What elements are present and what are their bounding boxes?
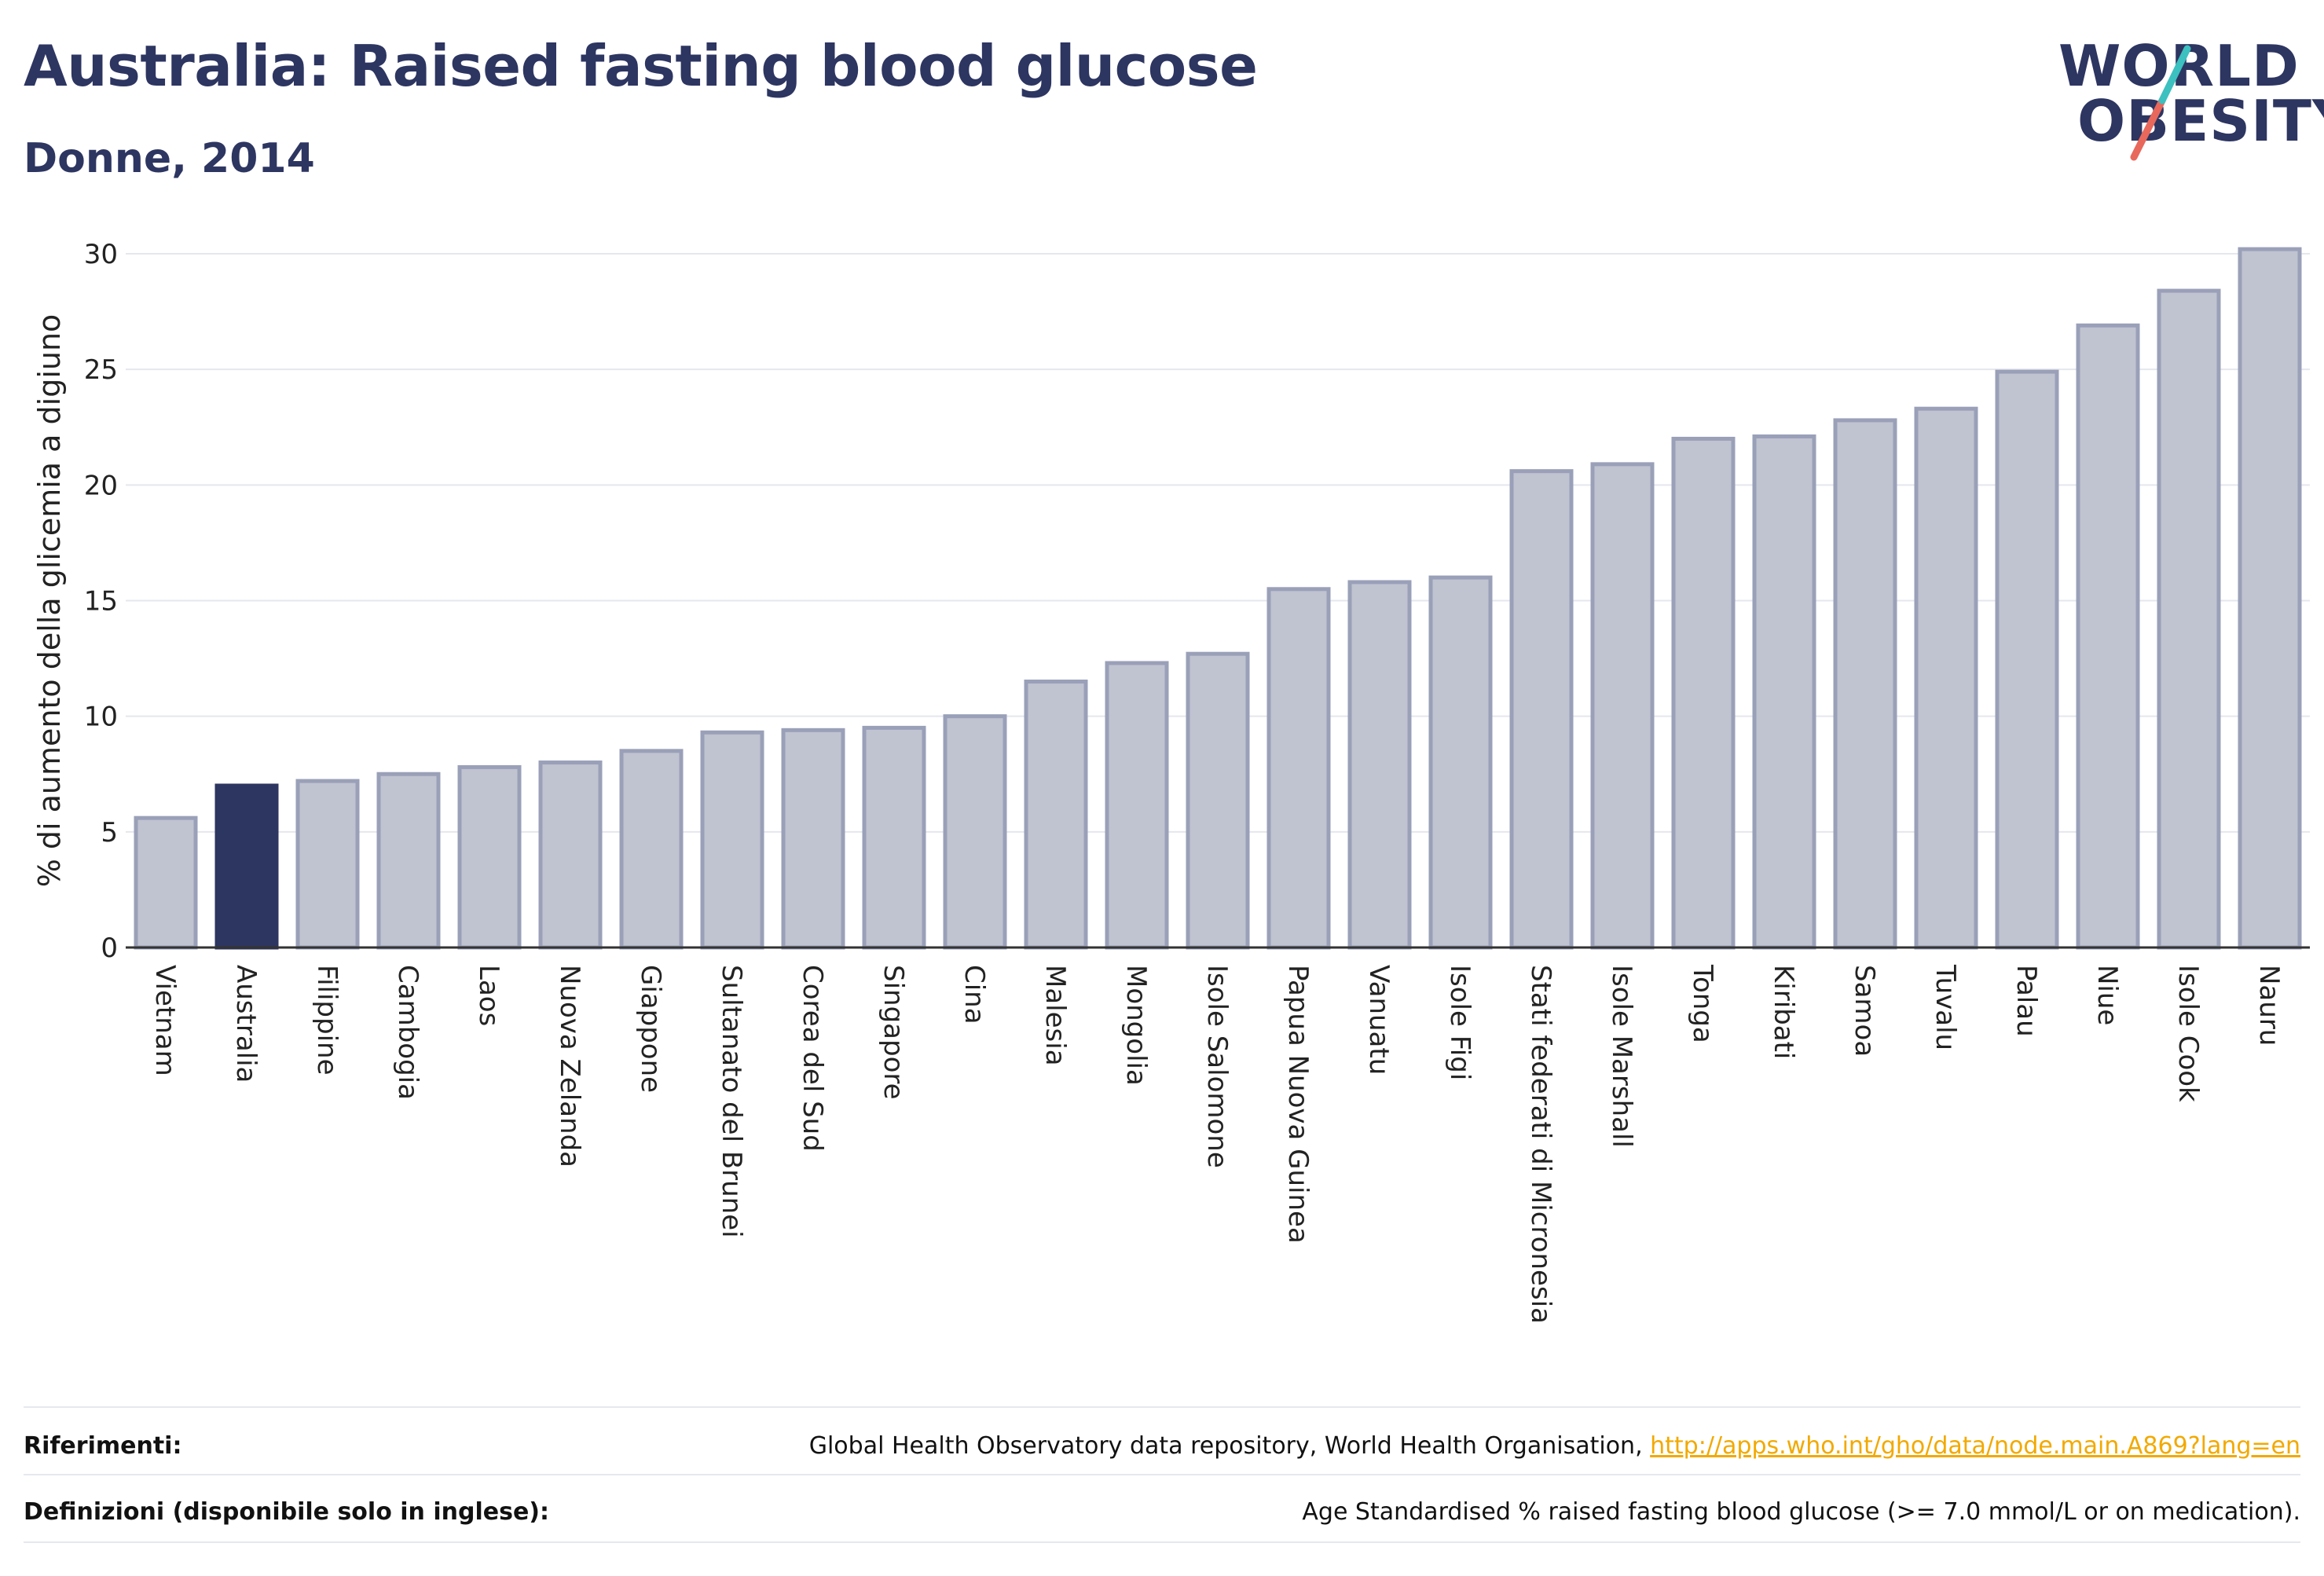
references-row: Riferimenti: Global Health Observatory d… — [24, 1414, 2300, 1477]
x-tick-label: Tuvalu — [1930, 964, 1961, 1050]
footer-divider-top — [24, 1406, 2300, 1408]
x-tick-label: Filippine — [311, 965, 343, 1076]
x-tick-label: Nauru — [2253, 965, 2285, 1046]
x-tick-label: Laos — [473, 965, 504, 1026]
bar-vietnam[interactable] — [134, 815, 198, 950]
bar-niue[interactable] — [2076, 323, 2140, 950]
y-tick-label: 15 — [84, 586, 118, 618]
x-tick-label: Cina — [959, 965, 990, 1024]
footer-divider-bottom — [24, 1541, 2300, 1543]
references-value: Global Health Observatory data repositor… — [809, 1432, 2300, 1460]
logo-line-2: OBESITY — [2077, 88, 2324, 154]
x-tick-label: Stati federati di Micronesia — [1525, 965, 1556, 1324]
definitions-text: Age Standardised % raised fasting blood … — [1302, 1497, 2300, 1526]
bar-corea-del-sud[interactable] — [781, 728, 845, 950]
x-tick-label: Tonga — [1687, 964, 1718, 1043]
bar-cina[interactable] — [943, 714, 1007, 950]
y-tick-label: 0 — [101, 933, 118, 964]
bar-isole-salomone[interactable] — [1186, 651, 1250, 950]
references-link[interactable]: http://apps.who.int/gho/data/node.main.A… — [1650, 1431, 2300, 1460]
x-tick-label: Palau — [2011, 965, 2042, 1037]
bar-cambogia[interactable] — [376, 772, 441, 950]
world-obesity-logo: WORLD OBESITY — [2058, 38, 2324, 171]
definitions-label: Definizioni (disponibile solo in inglese… — [24, 1497, 549, 1526]
bar-vanuatu[interactable] — [1347, 580, 1412, 950]
bar-australia[interactable] — [214, 783, 279, 950]
bar-samoa[interactable] — [1833, 418, 1897, 950]
x-tick-label: Australia — [230, 965, 262, 1083]
x-tick-label: Giappone — [635, 965, 666, 1093]
logo-slash-icon — [2130, 45, 2191, 161]
chart-title: Australia: Raised fasting blood glucose — [24, 33, 1258, 99]
bar-tonga[interactable] — [1671, 436, 1736, 950]
bar-chart: 0 5 10 15 20 25 30 Vietnam Australia Filippine Cam… — [32, 239, 2310, 1324]
x-tick-label: Isole Salomone — [1201, 965, 1233, 1168]
x-tick-label: Vanuatu — [1363, 965, 1395, 1075]
axis-labels: 0 5 10 15 20 25 30 Vietnam Australia Filippine Cam… — [32, 239, 2285, 1324]
bar-papua-nuova-guinea[interactable] — [1266, 587, 1331, 950]
bar-stati-federati-di-micronesia[interactable] — [1509, 469, 1574, 950]
x-tick-label: Vietnam — [149, 965, 181, 1076]
x-tick-label: Nuova Zelanda — [554, 965, 585, 1167]
x-tick-label: Papua Nuova Guinea — [1282, 965, 1314, 1244]
references-label: Riferimenti: — [24, 1431, 182, 1460]
bar-sultanato-del-brunei[interactable] — [700, 730, 764, 950]
bar-isole-cook[interactable] — [2157, 288, 2221, 950]
footer-divider-middle — [24, 1474, 2300, 1475]
definitions-row: Definizioni (disponibile solo in inglese… — [24, 1480, 2300, 1543]
bar-kiribati[interactable] — [1752, 434, 1816, 950]
y-tick-label: 10 — [84, 702, 118, 733]
bar-laos[interactable] — [457, 764, 522, 950]
bar-palau[interactable] — [1995, 369, 2059, 950]
x-tick-label: Mongolia — [1120, 965, 1152, 1086]
y-tick-label: 25 — [84, 354, 118, 386]
bar-tuvalu[interactable] — [1914, 406, 1978, 950]
bar-malesia[interactable] — [1024, 680, 1088, 950]
x-tick-label: Samoa — [1849, 965, 1880, 1057]
x-tick-label: Isole Marshall — [1606, 965, 1637, 1148]
x-tick-label: Cambogia — [392, 965, 423, 1100]
y-tick-label: 5 — [101, 817, 118, 848]
y-tick-label: 30 — [84, 239, 118, 270]
y-axis-label: % di aumento della glicemia a digiuno — [32, 314, 67, 888]
bar-singapore[interactable] — [862, 725, 926, 950]
x-tick-label: Kiribati — [1768, 965, 1799, 1059]
bar-isole-marshall[interactable] — [1590, 462, 1655, 950]
x-tick-label: Malesia — [1039, 965, 1071, 1066]
bar-isole-figi[interactable] — [1428, 575, 1493, 950]
bar-nuova-zelanda[interactable] — [538, 761, 603, 950]
references-text: Global Health Observatory data repositor… — [808, 1431, 1651, 1460]
bar-mongolia[interactable] — [1105, 661, 1169, 950]
chart-subtitle: Donne, 2014 — [24, 135, 315, 182]
x-tick-label: Isole Cook — [2172, 965, 2204, 1102]
y-tick-label: 20 — [84, 470, 118, 501]
x-tick-label: Sultanato del Brunei — [716, 965, 747, 1238]
bar-giappone[interactable] — [619, 749, 684, 950]
bar-nauru[interactable] — [2238, 247, 2302, 950]
x-tick-label: Niue — [2091, 965, 2123, 1025]
x-tick-label: Corea del Sud — [797, 965, 828, 1152]
x-tick-label: Isole Figi — [1444, 965, 1475, 1080]
bars — [134, 247, 2302, 950]
bar-filippine[interactable] — [295, 779, 360, 950]
x-tick-label: Singapore — [878, 965, 909, 1100]
